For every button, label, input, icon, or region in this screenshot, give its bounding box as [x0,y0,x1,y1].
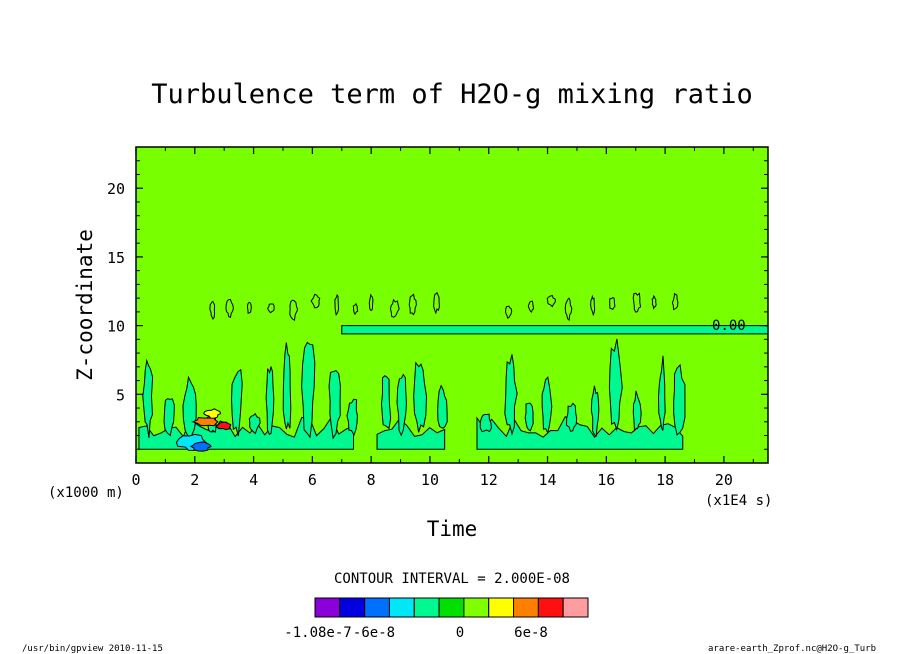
core-red [215,421,232,431]
x-tick-label: 4 [249,471,258,489]
colorbar-swatch [513,597,539,618]
band-c-streak [632,390,642,432]
band-a-streak [142,358,154,438]
chart-title: Turbulence term of H2O-g mixing ratio [151,79,752,110]
upper-fragment [352,302,359,316]
band-a-streak [248,412,261,435]
band-b-streak [396,373,407,437]
colorbar-swatch [537,597,564,618]
upper-fragment [209,300,216,320]
band-a-streak [265,366,275,436]
contour-interval-text: CONTOUR INTERVAL = 2.000E-08 [334,571,570,587]
x-tick-label: 8 [367,471,376,489]
x-unit-note: (x1E4 s) [705,493,772,509]
band-c-streak [657,355,666,431]
x-tick-label: 10 [421,471,439,489]
x-tick-label: 12 [480,471,498,489]
band-c-streak [673,363,686,436]
y-unit-note: (x1000 m) [48,485,124,501]
colorbar-tick-label: 0 [456,625,464,641]
colorbar-swatch [438,597,465,618]
colorbar-tick-label: -6e-8 [353,625,395,641]
colorbar-swatch [364,597,390,618]
upper-fragment [609,296,616,311]
x-axis-label: Time [427,517,478,541]
tropopause-band [341,325,769,335]
core-blue [189,441,212,452]
band-c-streak [565,402,578,433]
band-c-streak [590,385,600,437]
colorbar-swatch [314,597,341,618]
x-tick-label: 0 [131,471,140,489]
contour-fields [138,291,769,452]
upper-fragment [310,293,321,309]
upper-fragment [433,291,440,315]
upper-fragment [389,298,400,318]
plot-frame [135,146,769,464]
x-tick-label: 20 [715,471,733,489]
band-c-streak [608,338,623,432]
x-tick-label: 14 [539,471,557,489]
upper-fragment [671,292,679,311]
footer-left: /usr/bin/gpview 2010-11-15 [22,644,163,654]
upper-fragment [289,299,299,322]
band-a-streak [346,398,358,437]
band-a-streak [301,341,316,439]
colorbar-swatch [413,597,440,618]
y-axis-label: Z-coordinate [73,229,97,381]
band-c-streak [541,376,553,435]
colorbar-swatch [339,597,366,618]
colorbar-tick-label: -1.08e-7 [284,625,351,641]
band-c-low [476,416,684,450]
band-b-streak [437,384,448,429]
upper-fragment [651,294,657,310]
upper-fragment [267,303,275,314]
y-tick-label: 20 [107,180,125,198]
upper-fragment [505,305,513,319]
colorbar-swatch [488,597,515,618]
colorbar-swatch [463,597,490,618]
band-c-streak [524,402,534,432]
band-a-streak [328,370,341,440]
colorbar: -1.08e-7 -6e-8 0 6e-8 [284,597,589,641]
band-b-low [376,417,446,450]
y-tick-label: 10 [107,318,125,336]
colorbar-swatch [388,597,415,618]
colorbar-tick-label: 6e-8 [514,625,548,641]
upper-fragment [334,293,340,317]
core-yellow [203,408,222,419]
upper-fragment [564,297,573,322]
upper-fragment [368,293,374,311]
band-a-streak [231,368,243,437]
band-c-streak [504,354,518,436]
axis-ticks: 0 2 4 6 8 10 12 14 16 18 20 5 10 15 20 [107,147,768,489]
upper-fragment [546,295,557,308]
band-b-streak [380,375,392,430]
x-tick-label: 18 [656,471,674,489]
footer-right: arare-earth_Zprof.nc@H2O-g_Turb [708,644,876,654]
upper-fragment [632,292,642,313]
upper-fragment [527,300,535,313]
contour-value-label: 0.00 [712,318,746,334]
y-tick-label: 15 [107,249,125,267]
band-c-streak [479,413,492,433]
y-tick-label: 5 [116,386,125,404]
band-b-streak [413,361,428,433]
band-a-streak [282,342,292,430]
x-tick-label: 6 [308,471,317,489]
upper-fragment [247,301,252,314]
upper-fragment [408,293,417,316]
plot-area: 0 2 4 6 8 10 12 14 16 18 20 5 10 15 20 [107,146,769,489]
colorbar-swatch [562,597,589,618]
band-a-streak [163,398,175,437]
upper-fragment [590,294,596,317]
x-tick-label: 16 [597,471,615,489]
upper-fragment [225,298,234,319]
x-tick-label: 2 [190,471,199,489]
